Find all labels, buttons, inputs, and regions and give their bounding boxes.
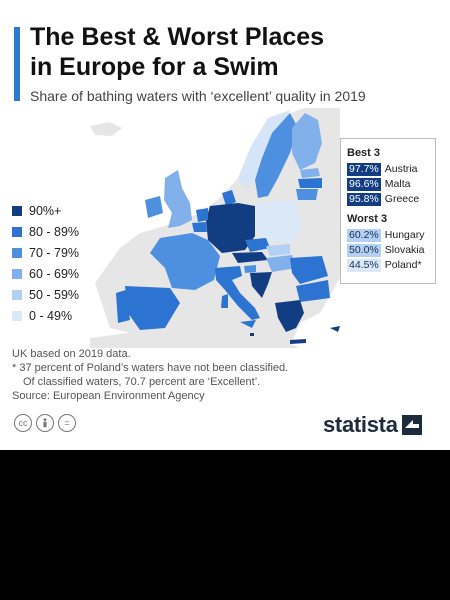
region-romania (290, 256, 328, 284)
title-line-1: The Best & Worst Places (30, 23, 325, 51)
title-accent-bar (14, 27, 20, 101)
legend-swatch (12, 310, 22, 321)
legend-swatch (12, 205, 22, 216)
legend-item: 70 - 79% (12, 242, 132, 263)
best-country: Austria (384, 163, 418, 175)
region-bulgaria (296, 280, 330, 302)
no-derivatives-icon[interactable]: = (58, 414, 76, 432)
legend-swatch (12, 226, 22, 237)
region-czechia (245, 238, 270, 252)
legend-label: 0 - 49% (29, 308, 73, 323)
region-crete (290, 339, 306, 344)
brand-name: statista (323, 412, 398, 437)
legend-swatch (12, 247, 22, 258)
region-lithuania (296, 189, 318, 200)
chart-title: The Best & Worst Places in Europe for a … (30, 22, 440, 82)
note-source: Source: European Environment Agency (12, 390, 205, 402)
statista-brand[interactable]: statista (323, 412, 422, 438)
legend-item: 80 - 89% (12, 221, 132, 242)
worst-country: Poland* (384, 259, 422, 271)
region-greece (275, 300, 304, 332)
region-uk (164, 170, 192, 228)
legend-label: 90%+ (29, 203, 62, 218)
region-sardinia (221, 294, 228, 308)
region-ireland (145, 196, 163, 218)
statista-logo-icon (401, 415, 422, 435)
europe-map (90, 108, 340, 348)
worst-country: Hungary (384, 229, 425, 241)
best-country: Malta (384, 178, 411, 190)
legend-item: 90%+ (12, 200, 132, 221)
worst-row: 50.0% Slovakia (347, 243, 429, 257)
best-row: 95.8% Greece (347, 192, 429, 206)
region-germany (206, 203, 255, 253)
best-value: 97.7% (347, 162, 381, 176)
region-belgium (192, 222, 207, 232)
legend-label: 80 - 89% (29, 224, 80, 239)
worst-value: 50.0% (347, 243, 381, 257)
cc-icon[interactable]: cc (14, 414, 32, 432)
worst-row: 60.2% Hungary (347, 228, 429, 242)
license-icons: cc = (14, 414, 80, 432)
legend-swatch (12, 268, 22, 279)
infographic-card: The Best & Worst Places in Europe for a … (0, 0, 450, 450)
best-value: 96.6% (347, 177, 381, 191)
region-netherlands (196, 208, 208, 222)
region-austria (232, 252, 268, 263)
worst-heading: Worst 3 (347, 213, 388, 225)
region-latvia (298, 178, 322, 188)
title-line-2: in Europe for a Swim (30, 53, 279, 81)
region-portugal (116, 290, 130, 323)
worst-country: Slovakia (384, 244, 425, 256)
region-slovakia (266, 244, 290, 256)
region-france (150, 233, 220, 290)
legend-item: 60 - 69% (12, 263, 132, 284)
region-cyprus (330, 326, 340, 332)
region-finland (292, 113, 322, 170)
best-heading: Best 3 (347, 147, 381, 159)
land-africa (90, 330, 300, 348)
region-croatia (250, 272, 272, 298)
region-denmark (222, 190, 236, 206)
note-poland-detail: Of classified waters, 70.7 percent are ‘… (23, 376, 261, 388)
legend-swatch (12, 289, 22, 300)
region-spain (125, 286, 180, 330)
best-value: 95.8% (347, 192, 381, 206)
legend-label: 60 - 69% (29, 266, 80, 281)
region-slovenia (244, 265, 256, 273)
note-uk: UK based on 2019 data. (12, 348, 131, 360)
best-row: 97.7% Austria (347, 162, 429, 176)
ranking-box: Best 3 97.7% Austria 96.6% Malta 95.8% G… (340, 138, 436, 284)
legend-item: 50 - 59% (12, 284, 132, 305)
land-iceland (90, 122, 122, 136)
best-country: Greece (384, 193, 420, 205)
note-poland: * 37 percent of Poland’s waters have not… (12, 362, 289, 374)
legend-item: 0 - 49% (12, 305, 132, 326)
best-row: 96.6% Malta (347, 177, 429, 191)
legend-label: 50 - 59% (29, 287, 80, 302)
worst-value: 60.2% (347, 228, 381, 242)
region-sweden (255, 113, 298, 198)
map-legend: 90%+ 80 - 89% 70 - 79% 60 - 69% 50 - 59%… (12, 200, 132, 326)
attribution-icon[interactable] (36, 414, 54, 432)
region-poland (255, 200, 302, 243)
footer: cc = statista (0, 408, 450, 444)
worst-value: 44.5% (347, 258, 381, 272)
region-malta (250, 333, 254, 336)
chart-subtitle: Share of bathing waters with ‘excellent’… (30, 88, 366, 104)
footnotes: UK based on 2019 data. * 37 percent of P… (12, 347, 432, 403)
worst-row: 44.5% Poland* (347, 258, 429, 272)
person-icon (43, 418, 47, 428)
region-hungary (266, 255, 296, 272)
region-sicily (240, 320, 256, 328)
region-italy (215, 266, 260, 320)
legend-label: 70 - 79% (29, 245, 80, 260)
region-estonia (300, 168, 320, 178)
